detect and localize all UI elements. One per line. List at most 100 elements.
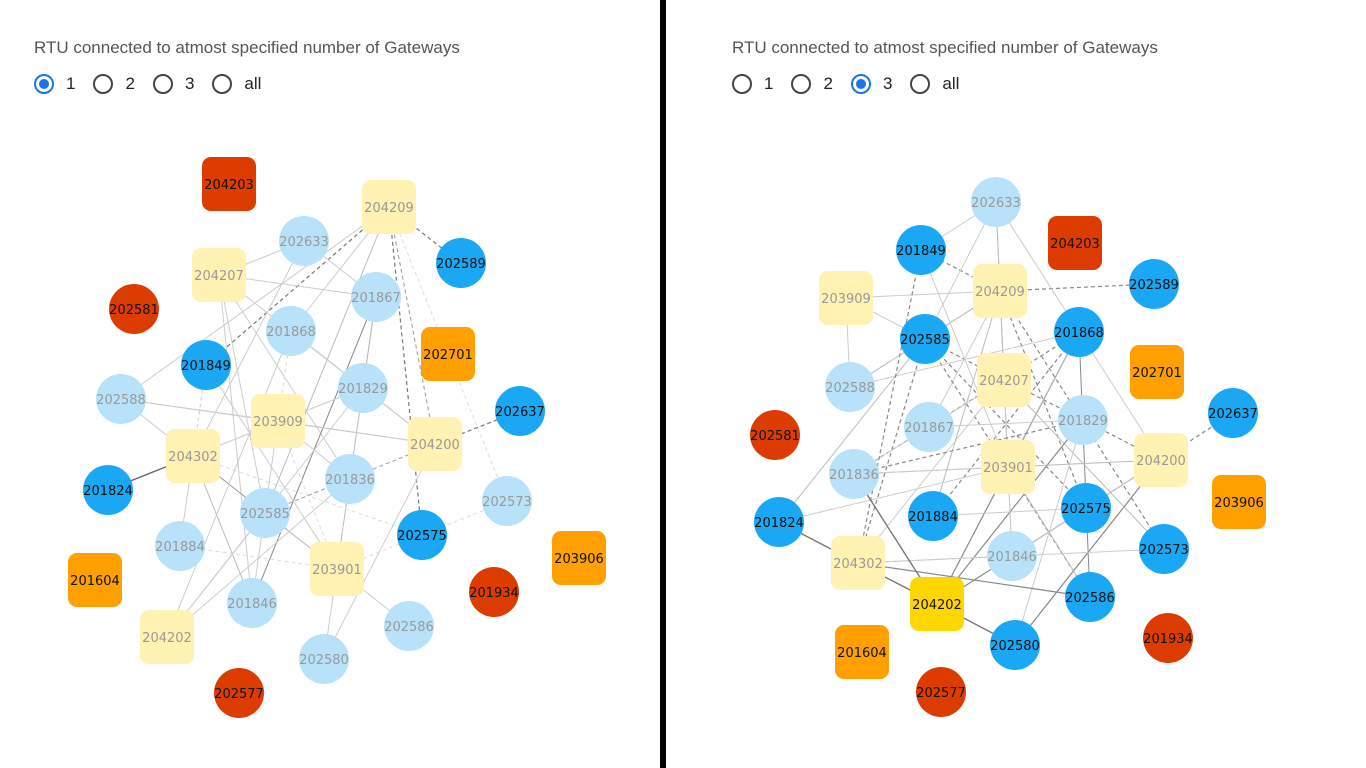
node-201884[interactable]: 201884 xyxy=(908,491,958,541)
rtu-node-shape xyxy=(1129,259,1179,309)
radio-option-all[interactable]: all xyxy=(910,74,959,94)
node-202585[interactable]: 202585 xyxy=(900,314,950,364)
nodes: 204203 204209 202633 202589 204207 201867 2025… xyxy=(68,157,606,718)
node-202575[interactable]: 202575 xyxy=(1061,483,1111,533)
node-label: 202588 xyxy=(96,393,146,408)
radio-option-2[interactable]: 2 xyxy=(791,74,833,94)
rtu-node-shape xyxy=(754,497,804,547)
node-label: 204203 xyxy=(204,178,254,193)
radio-button[interactable] xyxy=(212,74,233,94)
radio-button[interactable] xyxy=(791,74,812,94)
node-201829[interactable]: 201829 xyxy=(1058,395,1108,445)
node-203901[interactable]: 203901 xyxy=(310,542,364,596)
node-202573[interactable]: 202573 xyxy=(482,476,532,526)
rtu-node-shape xyxy=(279,216,329,266)
node-202701[interactable]: 202701 xyxy=(421,327,475,381)
node-201934[interactable]: 201934 xyxy=(469,567,519,617)
node-label: 201829 xyxy=(338,382,388,397)
radio-option-2[interactable]: 2 xyxy=(93,74,135,94)
node-201867[interactable]: 201867 xyxy=(351,272,401,322)
node-201836[interactable]: 201836 xyxy=(829,449,879,499)
node-label: 201934 xyxy=(469,586,519,601)
node-201868[interactable]: 201868 xyxy=(1054,307,1104,357)
radio-option-1[interactable]: 1 xyxy=(34,74,75,94)
nodes: 202633 201849 204203 202589 203909 204209 2025… xyxy=(750,177,1266,717)
radio-button[interactable] xyxy=(910,74,931,94)
node-202581[interactable]: 202581 xyxy=(750,410,800,460)
radio-button[interactable] xyxy=(732,74,752,94)
node-203909[interactable]: 203909 xyxy=(819,271,873,325)
node-202588[interactable]: 202588 xyxy=(96,374,146,424)
node-202575[interactable]: 202575 xyxy=(397,510,447,560)
node-201604[interactable]: 201604 xyxy=(68,553,122,607)
radio-button[interactable] xyxy=(34,74,54,94)
node-201846[interactable]: 201846 xyxy=(987,531,1037,581)
node-202585[interactable]: 202585 xyxy=(240,488,290,538)
node-201934[interactable]: 201934 xyxy=(1143,613,1193,663)
node-204203[interactable]: 204203 xyxy=(202,157,256,211)
node-202637[interactable]: 202637 xyxy=(495,386,545,436)
node-202589[interactable]: 202589 xyxy=(1129,259,1179,309)
node-203906[interactable]: 203906 xyxy=(552,531,606,585)
node-label: 204207 xyxy=(979,374,1029,389)
node-202589[interactable]: 202589 xyxy=(436,238,486,288)
node-203909[interactable]: 203909 xyxy=(251,394,305,448)
node-202581[interactable]: 202581 xyxy=(109,284,159,334)
node-label: 201824 xyxy=(83,484,133,499)
node-201836[interactable]: 201836 xyxy=(325,454,375,504)
node-202586[interactable]: 202586 xyxy=(384,601,434,651)
radio-option-all[interactable]: all xyxy=(212,74,261,94)
node-label: 202573 xyxy=(482,495,532,510)
node-204207[interactable]: 204207 xyxy=(192,248,246,302)
node-label: 202577 xyxy=(214,687,264,702)
node-202701[interactable]: 202701 xyxy=(1130,345,1184,399)
node-201868[interactable]: 201868 xyxy=(266,306,316,356)
radio-option-1[interactable]: 1 xyxy=(732,74,773,94)
node-202577[interactable]: 202577 xyxy=(214,668,264,718)
node-label: 204302 xyxy=(168,450,218,465)
node-204202[interactable]: 204202 xyxy=(910,577,964,631)
node-201849[interactable]: 201849 xyxy=(181,340,231,390)
node-label: 204202 xyxy=(142,631,192,646)
node-204207[interactable]: 204207 xyxy=(977,353,1031,407)
node-201824[interactable]: 201824 xyxy=(83,465,133,515)
node-204209[interactable]: 204209 xyxy=(973,264,1027,318)
node-label: 201829 xyxy=(1058,414,1108,429)
node-202577[interactable]: 202577 xyxy=(916,667,966,717)
node-203906[interactable]: 203906 xyxy=(1212,475,1266,529)
radio-button[interactable] xyxy=(93,74,114,94)
node-204302[interactable]: 204302 xyxy=(831,536,885,590)
rtu-node-shape xyxy=(83,465,133,515)
node-label: 202573 xyxy=(1139,543,1189,558)
node-204202[interactable]: 204202 xyxy=(140,610,194,664)
node-204209[interactable]: 204209 xyxy=(362,180,416,234)
gateway-node-shape xyxy=(1134,433,1188,487)
rtu-node-shape xyxy=(971,177,1021,227)
node-201849[interactable]: 201849 xyxy=(896,225,946,275)
node-201867[interactable]: 201867 xyxy=(904,402,954,452)
node-202586[interactable]: 202586 xyxy=(1065,572,1115,622)
node-201604[interactable]: 201604 xyxy=(835,625,889,679)
node-202573[interactable]: 202573 xyxy=(1139,524,1189,574)
node-201824[interactable]: 201824 xyxy=(754,497,804,547)
node-202580[interactable]: 202580 xyxy=(299,634,349,684)
node-204302[interactable]: 204302 xyxy=(166,429,220,483)
gateway-node-shape xyxy=(819,271,873,325)
radio-button[interactable] xyxy=(850,74,871,94)
node-204200[interactable]: 204200 xyxy=(1134,433,1188,487)
node-204200[interactable]: 204200 xyxy=(408,417,462,471)
node-203901[interactable]: 203901 xyxy=(981,440,1035,494)
radio-button[interactable] xyxy=(152,74,173,94)
radio-option-3[interactable]: 3 xyxy=(152,74,194,94)
node-201846[interactable]: 201846 xyxy=(227,578,277,628)
node-202580[interactable]: 202580 xyxy=(990,620,1040,670)
node-201829[interactable]: 201829 xyxy=(338,363,388,413)
node-201884[interactable]: 201884 xyxy=(155,521,205,571)
node-202633[interactable]: 202633 xyxy=(971,177,1021,227)
node-202637[interactable]: 202637 xyxy=(1208,388,1258,438)
node-202588[interactable]: 202588 xyxy=(825,362,875,412)
node-202633[interactable]: 202633 xyxy=(279,216,329,266)
node-204203[interactable]: 204203 xyxy=(1048,216,1102,270)
rtu-node-shape xyxy=(181,340,231,390)
radio-option-3[interactable]: 3 xyxy=(850,74,892,94)
